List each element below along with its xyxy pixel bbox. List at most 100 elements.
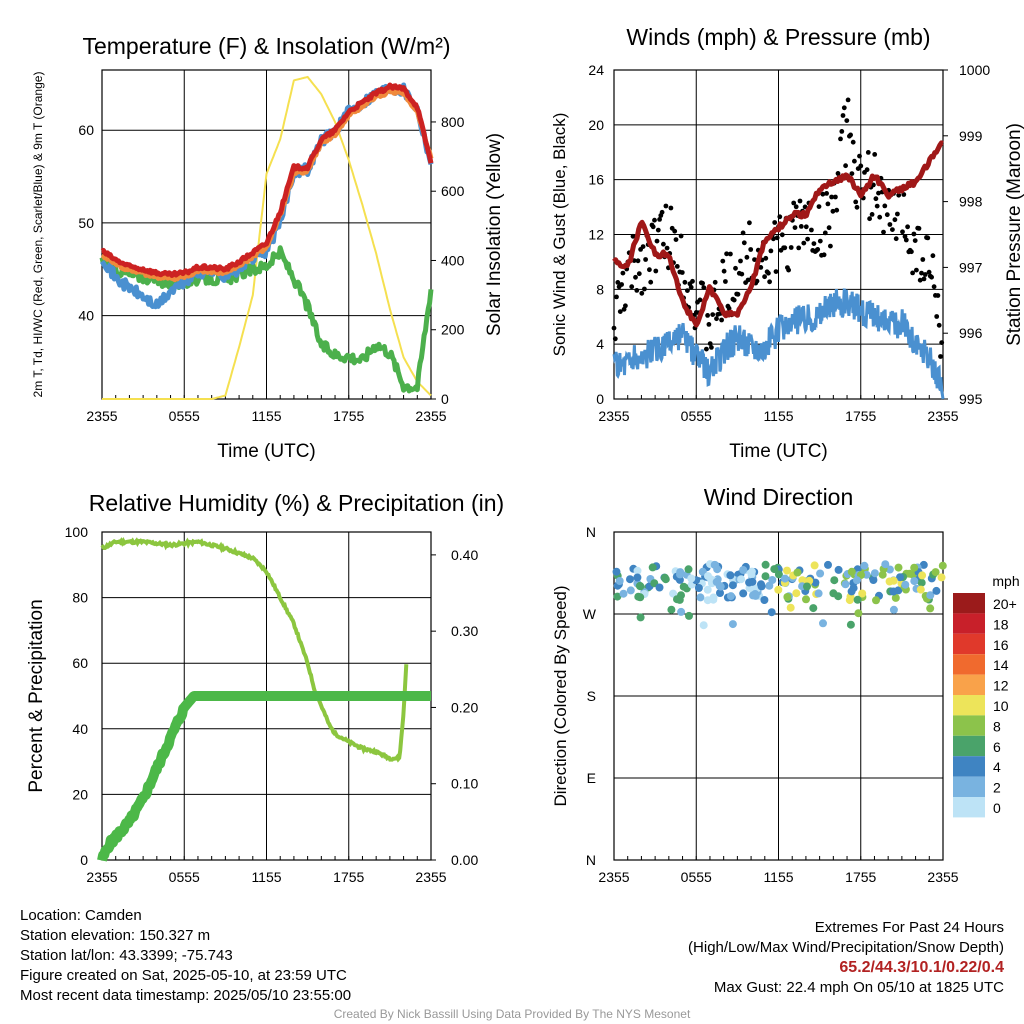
gust-point (838, 136, 843, 142)
gust-point (741, 240, 747, 246)
direction-point (862, 570, 871, 579)
gust-point (788, 245, 794, 250)
direction-point (926, 591, 935, 600)
direction-point (739, 566, 748, 574)
gust-point (805, 236, 810, 242)
y-tick-label: 50 (78, 215, 94, 231)
y-tick-label: 60 (78, 122, 94, 138)
gust-point (688, 284, 694, 290)
direction-point (938, 561, 947, 570)
extremes-values: 65.2/44.3/10.1/0.22/0.4 (839, 959, 1004, 976)
x-tick-label: 0555 (681, 408, 712, 424)
legend-label: 16 (993, 637, 1009, 653)
series-yellow (102, 75, 432, 400)
gust-point (678, 233, 684, 239)
direction-point (891, 593, 900, 602)
legend-label: 4 (993, 759, 1001, 775)
gust-point (864, 167, 870, 173)
y-axis-label: Sonic Wind & Gust (Blue, Black) (550, 113, 569, 357)
gust-point (935, 293, 941, 298)
extremes-title: Extremes For Past 24 Hours (814, 919, 1004, 936)
gust-point (921, 276, 927, 282)
gust-point (763, 255, 769, 261)
x-tick-label: 2355 (598, 869, 629, 885)
latlon-text: Station lat/lon: 43.3399; -75.743 (20, 947, 233, 964)
recent-data-text: Most recent data timestamp: 2025/05/10 2… (20, 987, 352, 1004)
gust-point (674, 264, 680, 269)
gust-point (816, 204, 822, 210)
direction-point (633, 573, 642, 582)
gust-point (884, 212, 890, 218)
legend-label: 20+ (993, 596, 1017, 612)
direction-point (633, 566, 642, 575)
gust-point (914, 267, 919, 273)
direction-point (878, 570, 887, 579)
gust-point (659, 209, 665, 215)
gust-point (895, 211, 900, 217)
gust-point (635, 258, 641, 264)
gust-point (672, 228, 678, 234)
gust-point (939, 340, 945, 345)
gust-point (655, 227, 661, 233)
y2-tick-label: 996 (959, 325, 983, 341)
direction-point (932, 586, 941, 595)
direction-point (613, 592, 622, 601)
gust-point (916, 226, 922, 231)
gust-point (917, 277, 923, 283)
gust-point (748, 247, 754, 252)
direction-point (757, 580, 765, 589)
gust-point (910, 270, 915, 276)
panel-humidity: 2355 0555 1155 1755 23550204060801000.000.10… (26, 490, 504, 885)
direction-point (677, 607, 686, 616)
chart-title: Temperature (F) & Insolation (W/m²) (82, 33, 450, 59)
gust-point (821, 252, 827, 258)
gust-point (854, 204, 860, 210)
gust-point (661, 241, 666, 247)
y2-tick-label: 999 (959, 128, 983, 144)
gust-point (905, 224, 910, 230)
direction-point (869, 576, 878, 584)
y-tick-label: 100 (65, 524, 89, 540)
gust-point (877, 214, 883, 220)
gust-point (791, 200, 797, 206)
series-rh (100, 536, 409, 763)
gust-point (773, 269, 779, 274)
x-axis-label: Time (UTC) (217, 441, 316, 462)
gust-point (721, 268, 727, 274)
gust-point (709, 345, 714, 350)
gust-point (652, 217, 657, 223)
gust-point (640, 244, 646, 250)
direction-point (847, 567, 856, 576)
gust-point (630, 233, 636, 239)
y-tick-label: 8 (596, 281, 604, 297)
gust-point (848, 132, 853, 138)
direction-point (739, 589, 748, 598)
direction-point (872, 596, 880, 605)
gust-point (936, 322, 942, 328)
direction-point (676, 570, 684, 579)
x-tick-label: 1755 (845, 408, 876, 424)
y-tick-label: 0 (596, 391, 604, 407)
gust-point (700, 280, 705, 286)
direction-point (803, 582, 811, 591)
y-tick-label: 24 (588, 62, 604, 78)
y2-tick-label: 0.10 (451, 776, 478, 792)
gust-point (738, 258, 743, 264)
legend-label: 12 (993, 678, 1009, 694)
gust-point (873, 196, 879, 202)
gust-point (825, 201, 831, 207)
legend-swatch (953, 695, 985, 716)
gust-point (867, 216, 872, 222)
gust-point (834, 207, 840, 213)
direction-point (699, 621, 708, 630)
y2-tick-label: 998 (959, 194, 983, 210)
extremes-panel: Extremes For Past 24 Hours (High/Low/Max… (688, 918, 1004, 998)
gust-point (768, 248, 774, 254)
gust-point (833, 194, 838, 200)
direction-point (760, 596, 769, 604)
direction-point (726, 571, 735, 580)
direction-point (889, 576, 898, 585)
x-tick-label: 2355 (927, 869, 958, 885)
